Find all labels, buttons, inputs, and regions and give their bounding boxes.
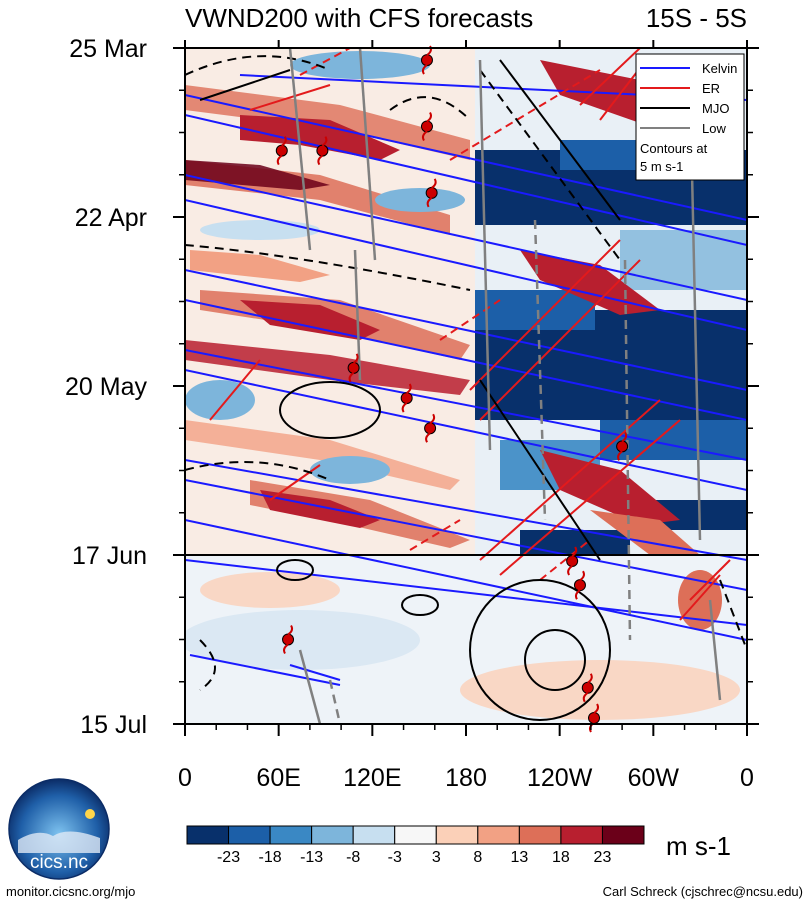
y-tick-label: 25 Mar: [69, 35, 147, 63]
cyclone-marker: [616, 431, 629, 461]
footer-url[interactable]: monitor.cicsnc.org/mjo: [6, 884, 136, 899]
cyclone-marker: [316, 136, 329, 166]
cyclone-marker: [566, 546, 579, 576]
chart-title: VWND200 with CFS forecasts: [185, 3, 533, 33]
colorbar: -23 -18 -13 -8 -3 3 8 13 18 23: [186, 825, 645, 866]
colorbar-label: 23: [594, 849, 612, 866]
cyclone-marker: [347, 353, 360, 383]
contour-note-line1: Contours at: [640, 141, 708, 156]
colorbar-label: -13: [300, 849, 323, 866]
legend-low: Low: [702, 121, 726, 136]
lat-band-label: 15S - 5S: [646, 3, 747, 33]
cicsnc-logo: cics.nc: [8, 778, 110, 880]
x-tick-label: 120E: [343, 764, 401, 792]
x-tick-label: 60W: [628, 764, 680, 792]
colorbar-label: 18: [552, 849, 570, 866]
y-tick-label: 20 May: [65, 373, 147, 401]
x-tick-label: 0: [740, 764, 754, 792]
colorbar-swatch: [228, 825, 271, 845]
cyclone-marker: [425, 178, 438, 208]
legend-mjo: MJO: [702, 101, 729, 116]
colorbar-label: -3: [388, 849, 402, 866]
contour-lines: [185, 48, 747, 724]
cyclone-markers: [275, 45, 629, 733]
cyclone-marker: [420, 111, 433, 141]
x-tick-label: 120W: [527, 764, 593, 792]
colorbar-swatch: [269, 825, 313, 845]
cyclone-marker: [400, 383, 413, 413]
x-axis: 0 60E 120E 180 120W 60W 0: [178, 40, 754, 792]
colorbar-swatch: [311, 825, 354, 845]
logo-text: cics.nc: [30, 852, 88, 873]
cyclone-marker: [573, 570, 586, 600]
cyclone-marker: [581, 673, 594, 703]
x-tick-label: 60E: [256, 764, 300, 792]
cyclone-marker: [424, 413, 437, 443]
y-tick-label: 15 Jul: [80, 711, 147, 739]
cyclone-marker: [420, 45, 433, 75]
legend: Kelvin ER MJO Low Contours at 5 m s-1: [635, 53, 745, 181]
colorbar-swatch: [601, 825, 645, 845]
colorbar-swatch: [394, 825, 437, 845]
legend-er: ER: [702, 81, 720, 96]
colorbar-swatch: [518, 825, 562, 845]
colorbar-swatch: [477, 825, 520, 845]
colorbar-label: 3: [432, 849, 441, 866]
colorbar-units: m s-1: [666, 831, 731, 861]
y-tick-label: 22 Apr: [75, 204, 147, 232]
colorbar-label: -8: [346, 849, 360, 866]
x-tick-label: 180: [445, 764, 487, 792]
colorbar-label: -23: [217, 849, 240, 866]
y-axis: 25 Mar 22 Apr 20 May 17 Jun 15 Jul: [65, 35, 759, 739]
colorbar-swatch: [560, 825, 603, 845]
legend-kelvin: Kelvin: [702, 61, 737, 76]
cyclone-marker: [275, 136, 288, 166]
y-tick-label: 17 Jun: [72, 542, 147, 570]
colorbar-label: 8: [473, 849, 482, 866]
colorbar-swatch: [352, 825, 396, 845]
colorbar-swatch: [435, 825, 479, 845]
colorbar-swatch: [186, 825, 230, 845]
colorbar-label: 13: [510, 849, 528, 866]
contour-note-line2: 5 m s-1: [640, 159, 683, 174]
cyclone-marker: [282, 624, 295, 655]
x-tick-label: 0: [178, 764, 192, 792]
colorbar-label: -18: [259, 849, 282, 866]
footer-author: Carl Schreck (cjschrec@ncsu.edu): [602, 884, 803, 899]
